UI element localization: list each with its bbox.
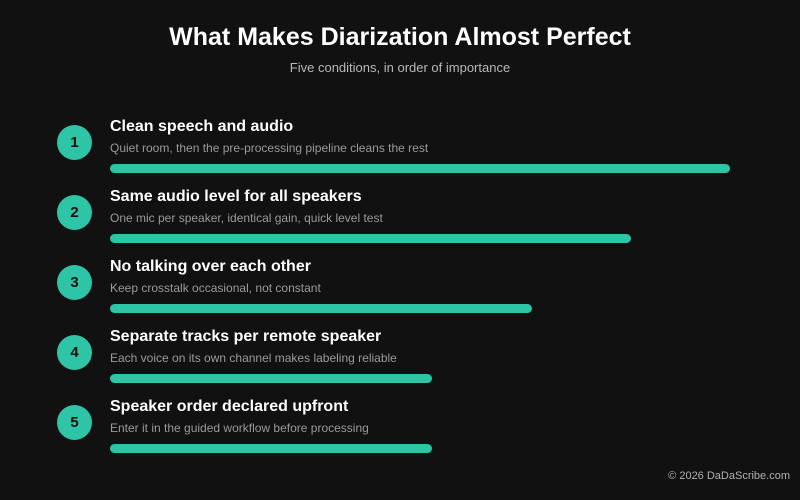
condition-description: Quiet room, then the pre-processing pipe… [110, 141, 429, 155]
condition-item: 4 Separate tracks per remote speaker Eac… [0, 328, 800, 401]
page-title: What Makes Diarization Almost Perfect [169, 23, 631, 51]
importance-bar [110, 234, 631, 243]
condition-description: Enter it in the guided workflow before p… [110, 421, 369, 435]
page-subtitle: Five conditions, in order of importance [289, 60, 511, 75]
condition-item: 3 No talking over each other Keep crosst… [0, 258, 800, 331]
condition-item: 1 Clean speech and audio Quiet room, the… [0, 118, 800, 191]
condition-title: Separate tracks per remote speaker [110, 328, 382, 345]
importance-bar [110, 164, 730, 173]
number-badge: 5 [57, 405, 92, 440]
importance-bar [110, 374, 432, 383]
number-badge: 2 [57, 195, 92, 230]
condition-title: No talking over each other [110, 258, 311, 275]
condition-title: Clean speech and audio [110, 118, 294, 135]
copyright-footer: © 2026 DaDaScribe.com [668, 470, 790, 482]
number-badge: 4 [57, 335, 92, 370]
condition-description: Keep crosstalk occasional, not constant [110, 281, 321, 295]
condition-title: Speaker order declared upfront [110, 398, 349, 415]
condition-title: Same audio level for all speakers [110, 188, 362, 205]
condition-description: Each voice on its own channel makes labe… [110, 351, 397, 365]
condition-item: 2 Same audio level for all speakers One … [0, 188, 800, 261]
number-badge: 1 [57, 125, 92, 160]
condition-description: One mic per speaker, identical gain, qui… [110, 211, 383, 225]
importance-bar [110, 304, 532, 313]
condition-item: 5 Speaker order declared upfront Enter i… [0, 398, 800, 471]
importance-bar [110, 444, 432, 453]
number-badge: 3 [57, 265, 92, 300]
